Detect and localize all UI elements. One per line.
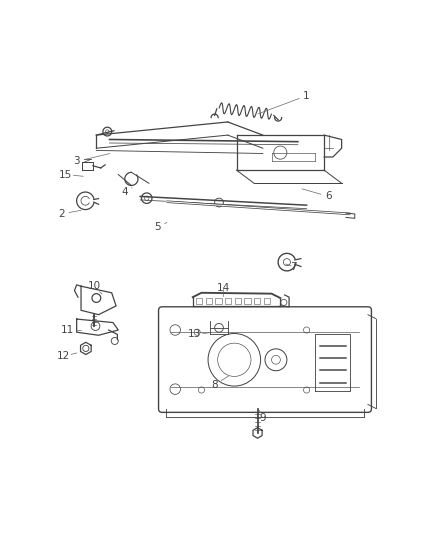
Text: 4: 4 bbox=[121, 187, 128, 197]
Text: 2: 2 bbox=[58, 209, 65, 219]
Text: 3: 3 bbox=[73, 156, 80, 166]
Text: 7: 7 bbox=[290, 262, 297, 271]
Text: 11: 11 bbox=[61, 325, 74, 335]
Bar bbox=[225, 298, 231, 304]
Bar bbox=[235, 298, 241, 304]
Bar bbox=[215, 298, 222, 304]
Text: 6: 6 bbox=[325, 191, 332, 201]
Text: 8: 8 bbox=[211, 379, 218, 390]
Bar bbox=[206, 298, 212, 304]
Text: 14: 14 bbox=[217, 284, 230, 293]
Bar bbox=[196, 298, 202, 304]
Text: 5: 5 bbox=[154, 222, 161, 232]
Bar bbox=[264, 298, 270, 304]
Bar bbox=[254, 298, 260, 304]
Text: 10: 10 bbox=[88, 281, 101, 291]
Text: 9: 9 bbox=[259, 413, 266, 423]
Text: 15: 15 bbox=[59, 169, 72, 180]
Text: 1: 1 bbox=[303, 91, 310, 101]
Text: 12: 12 bbox=[57, 351, 70, 361]
Bar bbox=[244, 298, 251, 304]
Text: 13: 13 bbox=[188, 329, 201, 340]
